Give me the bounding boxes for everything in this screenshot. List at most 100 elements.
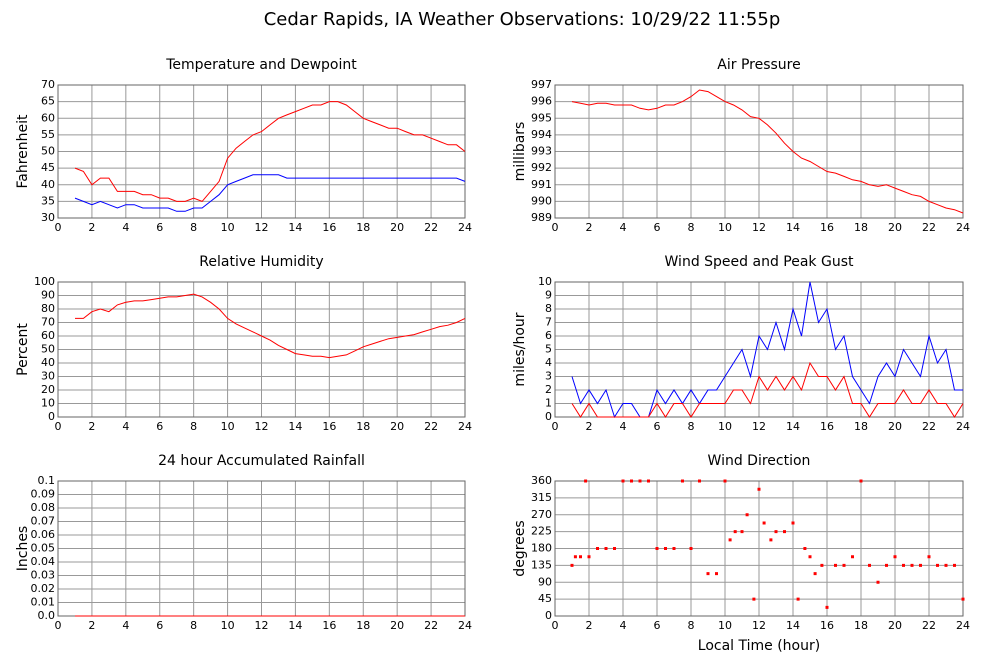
y-tick-label: 20 <box>41 383 55 396</box>
x-tick-label: 22 <box>424 619 438 632</box>
x-tick-label: 20 <box>888 420 902 433</box>
chart-title: Relative Humidity <box>199 254 323 270</box>
x-tick-label: 24 <box>458 221 472 234</box>
y-axis-label: Fahrenheit <box>15 114 31 189</box>
y-tick-label: 0 <box>48 410 55 423</box>
y-tick-label: 995 <box>531 111 552 124</box>
x-tick-label: 22 <box>424 420 438 433</box>
x-tick-label: 0 <box>552 619 559 632</box>
x-tick-label: 22 <box>922 619 936 632</box>
x-tick-label: 16 <box>322 619 336 632</box>
x-tick-label: 24 <box>956 221 970 234</box>
y-tick-label: 90 <box>538 575 552 588</box>
y-tick-label: 40 <box>41 178 55 191</box>
data-line <box>571 89 964 214</box>
x-tick-label: 22 <box>424 221 438 234</box>
x-tick-label: 18 <box>356 619 370 632</box>
y-tick-label: 0.04 <box>31 555 56 568</box>
chart-title: Wind Direction <box>708 453 811 469</box>
x-tick-label: 2 <box>88 221 95 234</box>
data-point <box>820 563 824 567</box>
x-tick-label: 0 <box>55 221 62 234</box>
y-axis-label: miles/hour <box>512 312 528 386</box>
data-point <box>834 563 837 567</box>
x-tick-label: 14 <box>786 619 800 632</box>
y-tick-label: 994 <box>531 128 552 141</box>
data-point <box>851 555 854 559</box>
data-point <box>783 530 786 534</box>
x-tick-label: 20 <box>390 420 404 433</box>
data-point <box>796 597 800 601</box>
data-point <box>745 513 749 517</box>
y-tick-label: 0 <box>545 609 552 622</box>
y-tick-label: 10 <box>538 275 552 288</box>
x-tick-label: 6 <box>654 221 661 234</box>
x-tick-label: 20 <box>390 221 404 234</box>
data-point <box>604 547 608 550</box>
y-tick-label: 7 <box>545 316 552 329</box>
y-tick-label: 991 <box>531 178 552 191</box>
y-tick-label: 990 <box>531 194 552 207</box>
y-tick-label: 50 <box>41 145 55 158</box>
data-point <box>868 563 871 567</box>
data-point <box>752 597 756 601</box>
x-tick-label: 22 <box>922 420 936 433</box>
data-point <box>791 521 795 525</box>
data-point <box>774 530 778 534</box>
data-point <box>587 555 591 559</box>
data-point <box>596 547 599 550</box>
x-tick-label: 6 <box>156 221 163 234</box>
data-point <box>733 530 737 534</box>
x-axis-label: Local Time (hour) <box>698 638 820 654</box>
data-point <box>613 547 616 550</box>
plot-frame <box>554 281 964 418</box>
y-tick-label: 30 <box>41 211 55 224</box>
y-axis-label: Percent <box>15 323 31 376</box>
x-tick-label: 10 <box>221 619 235 632</box>
x-tick-label: 6 <box>654 420 661 433</box>
x-tick-label: 16 <box>820 221 834 234</box>
data-point <box>638 479 642 483</box>
plot-frame <box>554 480 964 617</box>
x-tick-label: 4 <box>122 619 129 632</box>
data-point <box>762 521 766 525</box>
data-point <box>715 572 718 576</box>
x-tick-label: 14 <box>786 420 800 433</box>
y-tick-label: 55 <box>41 128 55 141</box>
data-point <box>803 547 807 550</box>
data-point <box>689 547 693 550</box>
data-point <box>630 479 633 483</box>
x-tick-label: 18 <box>854 221 868 234</box>
x-tick-label: 8 <box>190 619 197 632</box>
x-tick-label: 10 <box>718 420 732 433</box>
data-point <box>723 479 727 483</box>
y-tick-label: 100 <box>34 275 55 288</box>
data-point <box>902 563 905 567</box>
y-tick-label: 70 <box>41 78 55 91</box>
x-tick-label: 20 <box>390 619 404 632</box>
x-tick-label: 24 <box>458 619 472 632</box>
x-tick-label: 4 <box>620 221 627 234</box>
x-tick-label: 18 <box>356 221 370 234</box>
x-tick-label: 8 <box>688 221 695 234</box>
chart-title: 24 hour Accumulated Rainfall <box>158 453 365 469</box>
y-tick-label: 135 <box>531 558 552 571</box>
x-tick-label: 10 <box>221 420 235 433</box>
x-tick-label: 6 <box>654 619 661 632</box>
x-tick-label: 18 <box>854 619 868 632</box>
data-point <box>859 479 863 483</box>
data-point <box>893 555 897 559</box>
x-tick-label: 18 <box>854 420 868 433</box>
y-tick-label: 3 <box>545 370 552 383</box>
data-point <box>655 547 659 550</box>
y-tick-label: 360 <box>531 474 552 487</box>
data-point <box>584 479 588 483</box>
y-tick-label: 30 <box>41 370 55 383</box>
x-tick-label: 22 <box>922 221 936 234</box>
x-tick-label: 2 <box>586 619 593 632</box>
x-tick-label: 8 <box>688 619 695 632</box>
data-point <box>728 538 732 542</box>
y-tick-label: 4 <box>545 356 552 369</box>
x-tick-label: 14 <box>288 619 302 632</box>
data-point <box>664 547 667 550</box>
